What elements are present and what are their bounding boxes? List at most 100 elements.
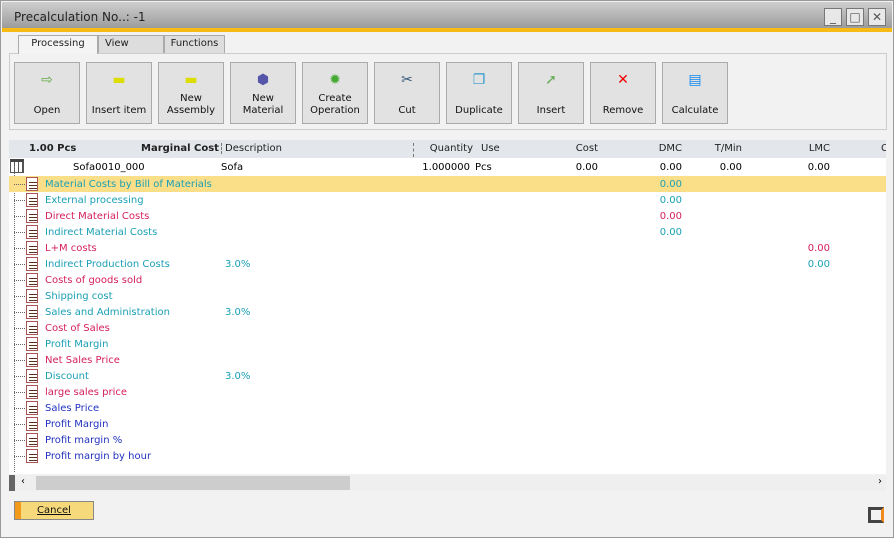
scroll-thumb[interactable] <box>36 476 350 490</box>
calculate-icon: ▤ <box>688 72 702 88</box>
document-icon <box>26 401 38 415</box>
cancel-label: Cancel <box>37 505 71 516</box>
tree-connector <box>14 424 25 425</box>
tab-functions[interactable]: Functions <box>164 35 225 53</box>
document-icon <box>26 353 38 367</box>
row-name: Profit margin by hour <box>45 451 152 462</box>
row-dmc: 0.00 <box>659 179 682 190</box>
document-icon <box>26 257 38 271</box>
insert-button[interactable]: ➚ Insert <box>518 62 584 124</box>
tree-connector <box>14 280 25 281</box>
table-row[interactable]: Indirect Material Costs 0.00 <box>9 224 886 240</box>
tab-processing[interactable]: Processing <box>18 35 98 54</box>
table-row[interactable]: Profit margin % <box>9 432 886 448</box>
open-button[interactable]: ⇨ Open <box>14 62 80 124</box>
table-row[interactable]: Profit Margin <box>9 416 886 432</box>
tree-connector <box>14 200 25 201</box>
header-tmin[interactable]: T/Min <box>714 143 742 154</box>
tree-connector <box>14 312 25 313</box>
root-dmc: 0.00 <box>659 162 682 173</box>
header-marginal-cost[interactable]: Marginal Cost <box>141 143 219 154</box>
table-row[interactable]: Material Costs by Bill of Materials 0.00 <box>9 176 886 192</box>
horizontal-scrollbar[interactable]: ‹ › <box>9 475 886 491</box>
row-name: Indirect Material Costs <box>45 227 158 238</box>
insert-icon: ➚ <box>545 72 557 88</box>
tab-label: View <box>105 38 129 49</box>
duplicate-button[interactable]: ❐ Duplicate <box>446 62 512 124</box>
table-row[interactable]: Profit Margin <box>9 336 886 352</box>
table-row[interactable]: Net Sales Price <box>9 352 886 368</box>
calculation-grid: 1.00 Pcs Marginal Cost Description Quant… <box>9 140 886 474</box>
row-name: Net Sales Price <box>45 355 120 366</box>
table-row[interactable]: Sales Price <box>9 400 886 416</box>
table-row[interactable]: Cost of Sales <box>9 320 886 336</box>
root-row[interactable]: Sofa0010_000 Sofa 1.000000 Pcs 0.00 0.00… <box>9 159 886 175</box>
header-dmc[interactable]: DMC <box>658 143 682 154</box>
table-row[interactable]: large sales price <box>9 384 886 400</box>
table-row[interactable]: Sales and Administration 3.0% <box>9 304 886 320</box>
tree-connector <box>14 232 25 233</box>
column-divider[interactable] <box>413 143 414 157</box>
resize-grip-icon[interactable] <box>868 507 884 523</box>
header-cost[interactable]: Cost <box>575 143 598 154</box>
document-icon <box>26 209 38 223</box>
document-icon <box>26 369 38 383</box>
tree-connector <box>14 456 25 457</box>
table-row[interactable]: Shipping cost <box>9 288 886 304</box>
table-row[interactable]: Profit margin by hour <box>9 448 886 464</box>
header-lmc[interactable]: LMC <box>808 143 830 154</box>
new-assembly-button[interactable]: ▬ New Assembly <box>158 62 224 124</box>
button-label: Remove <box>602 105 644 116</box>
header-description[interactable]: Description <box>221 143 282 154</box>
root-use: Pcs <box>475 162 492 173</box>
remove-icon: ✕ <box>617 72 629 88</box>
header-use[interactable]: Use <box>481 143 500 154</box>
tree-connector <box>14 296 25 297</box>
table-row[interactable]: Discount 3.0% <box>9 368 886 384</box>
header-c[interactable]: C <box>881 143 886 154</box>
tree-connector <box>14 216 25 217</box>
scroll-left-icon[interactable]: ‹ <box>21 476 25 487</box>
scroll-right-icon[interactable]: › <box>878 476 882 487</box>
row-percent: 3.0% <box>225 259 251 270</box>
grid-icon <box>10 159 24 173</box>
document-icon <box>26 449 38 463</box>
tree-connector <box>14 344 25 345</box>
close-button[interactable]: ✕ <box>868 8 886 26</box>
cut-button[interactable]: ✂ Cut <box>374 62 440 124</box>
header-quantity[interactable]: Quantity <box>429 143 473 154</box>
button-label: Insert <box>536 105 566 116</box>
row-name: Costs of goods sold <box>45 275 143 286</box>
table-row[interactable]: Indirect Production Costs 3.0% 0.00 <box>9 256 886 272</box>
table-row[interactable]: Costs of goods sold <box>9 272 886 288</box>
maximize-button[interactable]: □ <box>846 8 864 26</box>
table-row[interactable]: L+M costs 0.00 <box>9 240 886 256</box>
minimize-button[interactable]: _ <box>824 8 842 26</box>
button-label: Cut <box>398 105 416 116</box>
tab-view[interactable]: View <box>98 35 164 53</box>
new-material-button[interactable]: ⬢ New Material <box>230 62 296 124</box>
row-name: L+M costs <box>45 243 97 254</box>
calculate-button[interactable]: ▤ Calculate <box>662 62 728 124</box>
document-icon <box>26 289 38 303</box>
button-label: Open <box>33 105 61 116</box>
tree-line <box>14 166 15 472</box>
scroll-marker <box>9 475 15 491</box>
table-row[interactable]: Direct Material Costs 0.00 <box>9 208 886 224</box>
document-icon <box>26 417 38 431</box>
table-row[interactable]: External processing 0.00 <box>9 192 886 208</box>
document-icon <box>26 305 38 319</box>
insert-item-button[interactable]: ▬ Insert item <box>86 62 152 124</box>
header-quantity-pcs: 1.00 Pcs <box>29 143 77 154</box>
cancel-button[interactable]: Cancel <box>14 501 94 520</box>
button-label: New Material <box>242 93 284 116</box>
row-name: External processing <box>45 195 144 206</box>
remove-button[interactable]: ✕ Remove <box>590 62 656 124</box>
tree-connector <box>14 440 25 441</box>
duplicate-icon: ❐ <box>472 72 486 88</box>
row-name: Material Costs by Bill of Materials <box>45 179 212 190</box>
accent-bar <box>2 28 892 32</box>
row-name: Profit Margin <box>45 419 109 430</box>
row-dmc: 0.00 <box>659 227 682 238</box>
create-operation-button[interactable]: ✹ Create Operation <box>302 62 368 124</box>
